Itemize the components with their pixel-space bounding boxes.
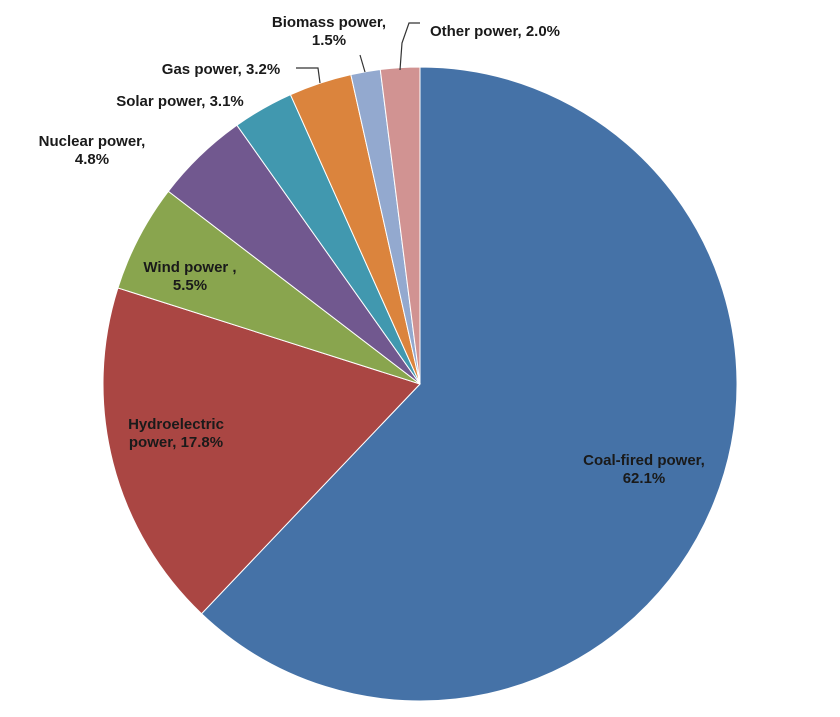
slice-label-hydroelectric-power: Hydroelectric power, 17.8% xyxy=(128,416,224,451)
pie-slice-coal-fired-power xyxy=(200,66,738,702)
slice-label-coal-fired-power: Coal-fired power, 62.1% xyxy=(583,452,705,487)
leader-line-biomass-power xyxy=(359,54,366,73)
leader-line-other-power xyxy=(399,22,420,71)
pie-slices xyxy=(102,66,738,702)
pie-slice-hydroelectric-power xyxy=(102,287,421,615)
slice-label-solar-power: Solar power, 3.1% xyxy=(116,93,244,110)
leader-line-gas-power xyxy=(296,67,321,84)
slice-label-other-power: Other power, 2.0% xyxy=(430,23,560,40)
slice-label-gas-power: Gas power, 3.2% xyxy=(162,61,280,78)
slice-label-wind-power: Wind power , 5.5% xyxy=(143,259,236,294)
leader-lines xyxy=(296,22,420,84)
slice-label-biomass-power: Biomass power, 1.5% xyxy=(272,14,386,49)
slice-label-nuclear-power: Nuclear power, 4.8% xyxy=(39,133,146,168)
slice-labels: Coal-fired power, 62.1% Hydroelectric power… xyxy=(39,14,705,487)
